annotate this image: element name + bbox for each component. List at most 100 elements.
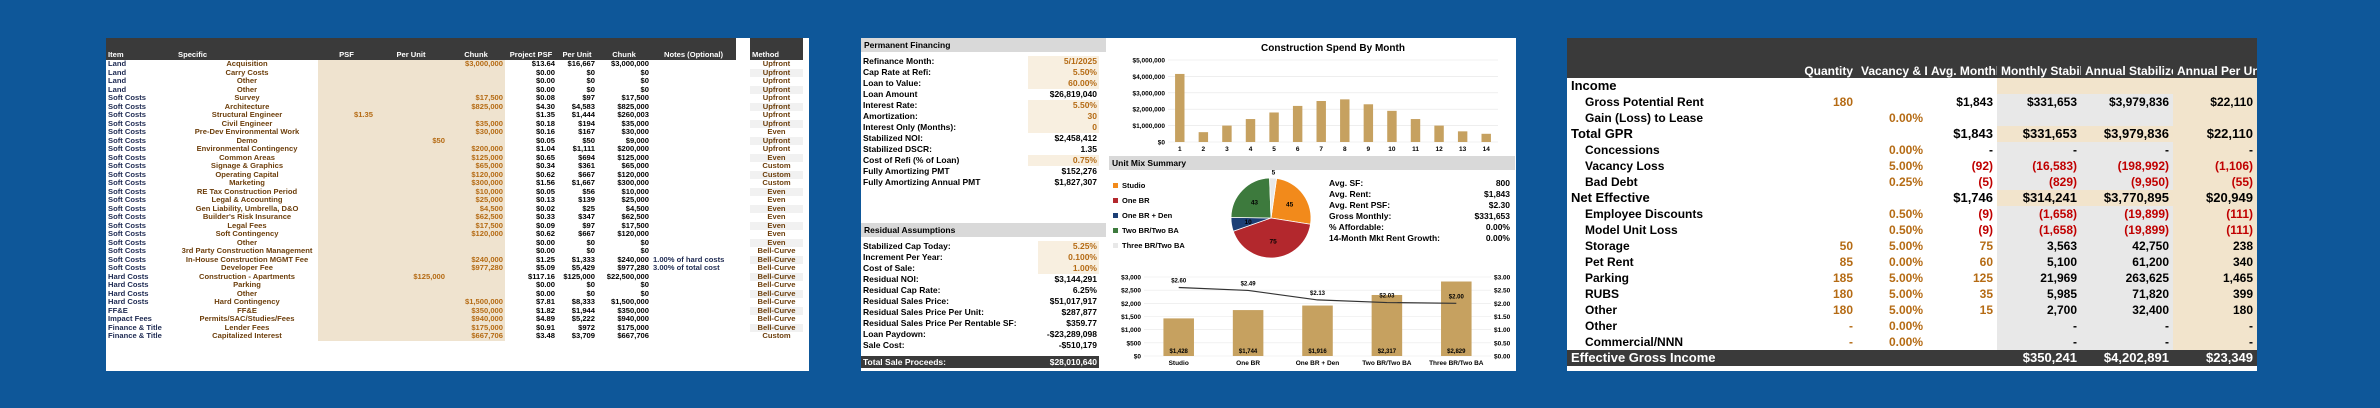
budget-input-cell[interactable]: [318, 85, 375, 94]
budget-input-cell[interactable]: $62,500: [447, 213, 505, 222]
kv-input[interactable]: 5.25%: [1038, 241, 1099, 252]
kv-input[interactable]: 5.50%: [1028, 67, 1099, 78]
budget-input-cell[interactable]: [375, 85, 447, 94]
budget-input-cell[interactable]: [318, 230, 375, 239]
budget-input-cell[interactable]: $30,000: [447, 128, 505, 137]
budget-input-cell[interactable]: [447, 238, 505, 247]
income-input-cell[interactable]: 50: [1839, 239, 1853, 253]
income-input-cell[interactable]: 0.25%: [1888, 175, 1923, 189]
budget-input-cell[interactable]: [375, 204, 447, 213]
method-select[interactable]: Upfront: [762, 60, 791, 68]
income-input-cell[interactable]: 0.50%: [1888, 223, 1923, 237]
budget-input-cell[interactable]: [375, 119, 447, 128]
method-select[interactable]: Bell-Curve: [750, 255, 803, 264]
budget-input-cell[interactable]: $667,706: [447, 332, 505, 341]
method-select[interactable]: Upfront: [762, 77, 791, 85]
budget-input-cell[interactable]: $125,000: [447, 153, 505, 162]
income-input-cell[interactable]: 60: [1979, 255, 1993, 269]
budget-input-cell[interactable]: [318, 187, 375, 196]
method-select[interactable]: Upfront: [762, 94, 791, 102]
method-select[interactable]: Custom: [762, 179, 791, 187]
income-input-cell[interactable]: 75: [1979, 239, 1993, 253]
budget-input-cell[interactable]: [375, 238, 447, 247]
budget-input-cell[interactable]: [318, 162, 375, 171]
budget-input-cell[interactable]: [375, 60, 447, 69]
budget-input-cell[interactable]: $940,000: [447, 315, 505, 324]
kv-input[interactable]: 30: [1028, 111, 1099, 122]
income-input-cell[interactable]: 180: [1832, 95, 1853, 109]
income-input-cell[interactable]: [1767, 142, 1857, 158]
budget-input-cell[interactable]: [375, 315, 447, 324]
budget-input-cell[interactable]: $120,000: [447, 170, 505, 179]
budget-input-cell[interactable]: [318, 289, 375, 298]
budget-input-cell[interactable]: [318, 204, 375, 213]
budget-input-cell[interactable]: [375, 306, 447, 315]
income-input-cell[interactable]: 180: [1832, 287, 1853, 301]
budget-input-cell[interactable]: $120,000: [447, 230, 505, 239]
budget-input-cell[interactable]: $1.35: [318, 111, 375, 120]
budget-input-cell[interactable]: [375, 264, 447, 273]
budget-input-cell[interactable]: [318, 77, 375, 86]
method-select[interactable]: Upfront: [750, 119, 803, 128]
method-select[interactable]: Custom: [762, 332, 791, 340]
budget-input-cell[interactable]: [318, 102, 375, 111]
budget-input-cell[interactable]: $240,000: [447, 255, 505, 264]
budget-input-cell[interactable]: [375, 128, 447, 137]
method-select[interactable]: Upfront: [762, 111, 791, 119]
method-select[interactable]: Bell-Curve: [750, 289, 803, 298]
budget-input-cell[interactable]: $50: [375, 136, 447, 145]
budget-input-cell[interactable]: [375, 153, 447, 162]
budget-input-cell[interactable]: [447, 272, 505, 281]
budget-input-cell[interactable]: [318, 255, 375, 264]
budget-input-cell[interactable]: $125,000: [375, 272, 447, 281]
income-input-cell[interactable]: 35: [1979, 287, 1993, 301]
budget-input-cell[interactable]: [375, 196, 447, 205]
budget-input-cell[interactable]: [375, 230, 447, 239]
method-select[interactable]: Upfront: [750, 136, 803, 145]
income-input-cell[interactable]: 185: [1832, 271, 1853, 285]
method-select[interactable]: Even: [750, 204, 803, 213]
kv-input[interactable]: 1.00%: [1038, 263, 1099, 274]
method-select[interactable]: Even: [767, 196, 786, 204]
method-select[interactable]: Upfront: [750, 68, 803, 77]
kv-input[interactable]: 0: [1028, 122, 1099, 133]
budget-input-cell[interactable]: [318, 153, 375, 162]
kv-input[interactable]: 5.50%: [1028, 100, 1099, 111]
kv-input[interactable]: 5/1/2025: [1028, 56, 1099, 67]
budget-input-cell[interactable]: [375, 332, 447, 341]
budget-input-cell[interactable]: [318, 272, 375, 281]
income-input-cell[interactable]: -: [1849, 319, 1853, 333]
method-select[interactable]: Even: [750, 187, 803, 196]
income-input-cell[interactable]: 5.00%: [1888, 303, 1923, 317]
budget-input-cell[interactable]: [375, 68, 447, 77]
method-select[interactable]: Even: [750, 238, 803, 247]
income-input-cell[interactable]: [1767, 206, 1857, 222]
budget-input-cell[interactable]: $65,000: [447, 162, 505, 171]
budget-input-cell[interactable]: $977,280: [447, 264, 505, 273]
budget-input-cell[interactable]: $3,000,000: [447, 60, 505, 69]
budget-input-cell[interactable]: [318, 298, 375, 307]
budget-input-cell[interactable]: $350,000: [447, 306, 505, 315]
method-select[interactable]: Upfront: [750, 102, 803, 111]
budget-input-cell[interactable]: [375, 187, 447, 196]
budget-input-cell[interactable]: $25,000: [447, 196, 505, 205]
income-input-cell[interactable]: 0.50%: [1888, 207, 1923, 221]
income-input-cell[interactable]: [1767, 158, 1857, 174]
income-input-cell[interactable]: 0.00%: [1888, 143, 1923, 157]
budget-input-cell[interactable]: [375, 111, 447, 120]
budget-input-cell[interactable]: [375, 281, 447, 290]
budget-input-cell[interactable]: [447, 247, 505, 256]
income-input-cell[interactable]: 5.00%: [1888, 287, 1923, 301]
budget-input-cell[interactable]: [447, 111, 505, 120]
method-select[interactable]: Even: [750, 153, 803, 162]
budget-input-cell[interactable]: $1,500,000: [447, 298, 505, 307]
income-input-cell[interactable]: 0.00%: [1888, 335, 1923, 349]
budget-input-cell[interactable]: [447, 68, 505, 77]
budget-input-cell[interactable]: [447, 77, 505, 86]
budget-input-cell[interactable]: [375, 94, 447, 103]
income-input-cell[interactable]: 85: [1839, 255, 1853, 269]
income-input-cell[interactable]: 5.00%: [1888, 159, 1923, 173]
budget-input-cell[interactable]: [318, 145, 375, 154]
budget-input-cell[interactable]: [318, 128, 375, 137]
method-select[interactable]: Upfront: [762, 145, 791, 153]
